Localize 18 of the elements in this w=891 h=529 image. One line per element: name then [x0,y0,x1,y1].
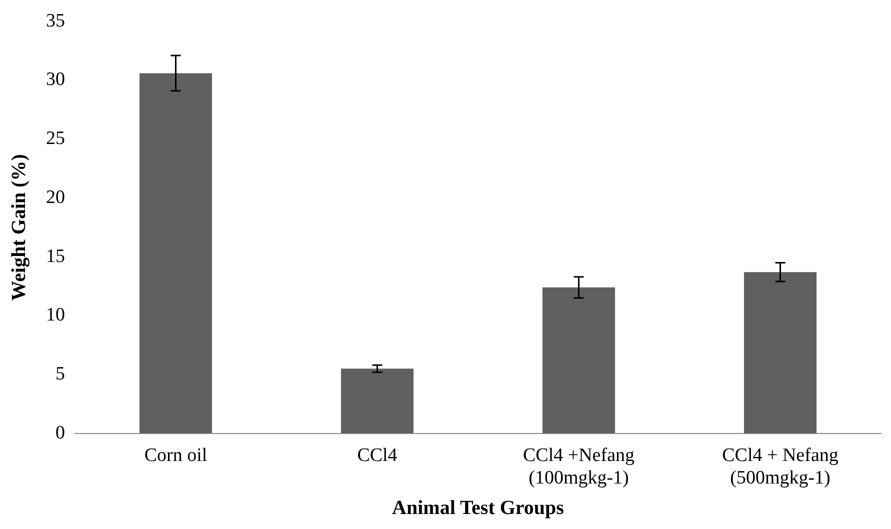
y-tick-label: 25 [46,128,65,150]
x-axis-title: Animal Test Groups [392,497,564,520]
y-tick-label: 15 [46,246,65,267]
y-tick-label: 35 [46,10,65,32]
y-tick-label: 20 [46,186,65,208]
y-tick-label: 5 [56,364,65,385]
bar [340,368,414,434]
x-tick-label: Corn oil [144,444,208,466]
x-tick-label: CCl4 + Nefang (500mgkg-1) [722,444,839,489]
bar [744,272,817,434]
bar [139,73,212,434]
y-tick-label: 10 [46,304,65,326]
y-axis-title: Weight Gain (%) [8,154,30,301]
y-tick-label: 0 [56,422,65,444]
x-tick-label: CCl4 [357,444,398,466]
bar [542,287,616,434]
x-tick-label: CCl4 +Nefang (100mgkg-1) [522,444,635,489]
y-tick-label: 30 [46,69,65,90]
